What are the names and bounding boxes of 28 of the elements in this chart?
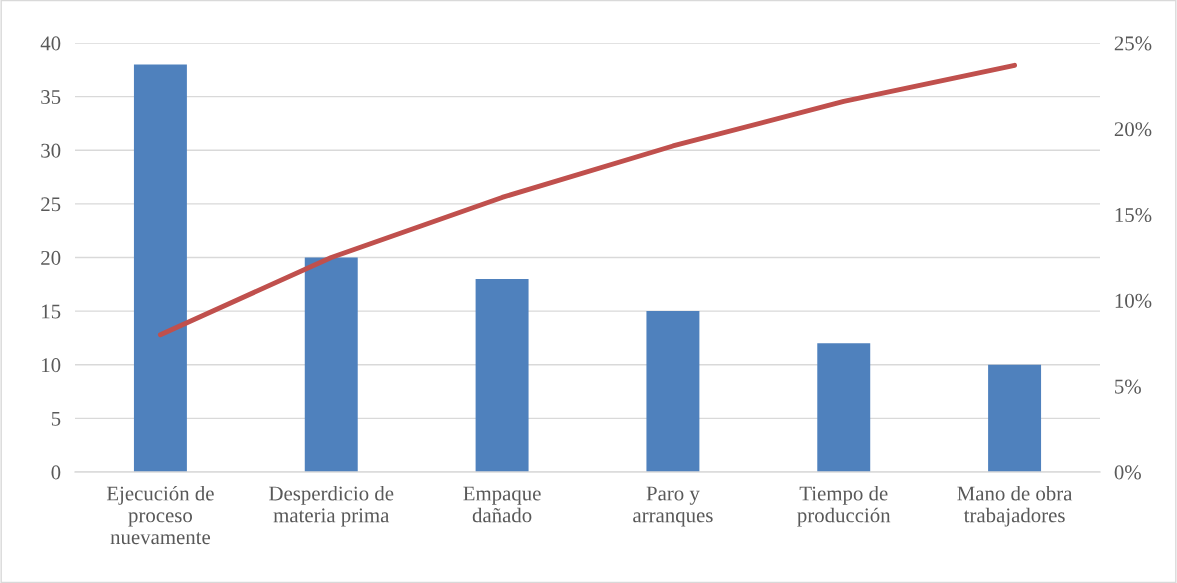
y2-tick-label: 20% — [1114, 122, 1152, 137]
y-tick-label: 20 — [41, 250, 61, 265]
line-series — [157, 62, 1018, 338]
y-tick-label: 30 — [41, 143, 61, 158]
y2-tick-label: 5% — [1115, 379, 1141, 394]
bar — [133, 64, 187, 472]
x-tick-label: Ejecución de proceso nuevamente — [106, 485, 214, 545]
y-tick-label: 25 — [41, 197, 61, 212]
x-tick-label: Tiempo de producción — [797, 485, 891, 527]
x-tick-label: Paro y arranques — [633, 486, 713, 527]
x-tick-label: Desperdicio de materia prima — [269, 485, 394, 527]
y-tick-label: 40 — [40, 36, 61, 51]
y-tick-label: 15 — [42, 304, 61, 319]
bar — [646, 311, 700, 472]
bar — [475, 278, 529, 472]
y-tick-label: 5 — [51, 411, 61, 426]
bar — [988, 364, 1042, 472]
bar — [817, 343, 871, 472]
bar — [304, 257, 358, 472]
y2-tick-label: 10% — [1115, 293, 1152, 308]
y-tick-label: 35 — [41, 90, 61, 105]
y2-tick-label: 0% — [1114, 465, 1141, 480]
y-tick-label: 10 — [42, 358, 61, 373]
y2-tick-label: 25% — [1114, 36, 1152, 51]
y-tick-label: 0 — [51, 465, 61, 480]
x-tick-label: Mano de obra trabajadores — [957, 485, 1073, 527]
y2-tick-label: 15% — [1115, 207, 1152, 223]
x-tick-label: Empaque dañado — [463, 486, 541, 523]
